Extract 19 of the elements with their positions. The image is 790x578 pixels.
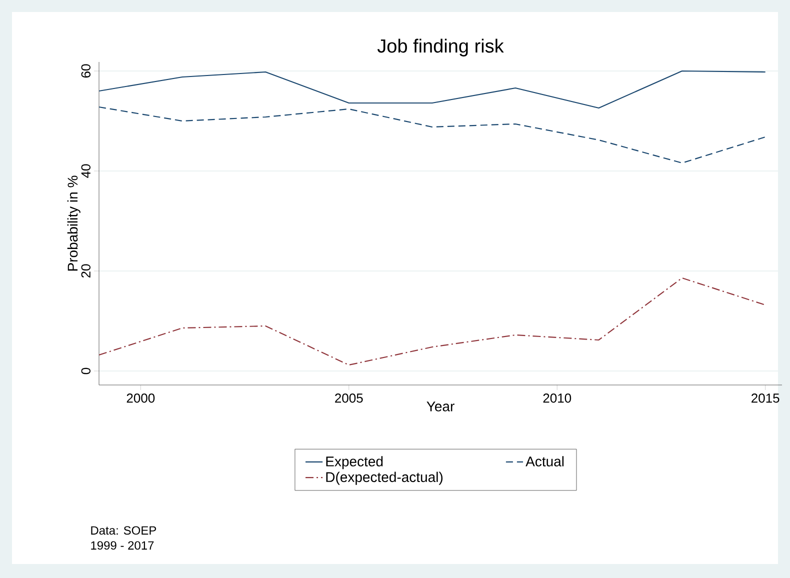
x-axis-title: Year [426,402,454,412]
y-axis-title: Probability in % [67,176,80,271]
legend-label: Actual [526,456,564,466]
legend-label: D(expected-actual) [326,472,443,485]
line-series [99,70,766,109]
line-series [99,277,766,366]
y-tick-label: 0 [81,368,90,374]
line-series [99,106,766,164]
y-tick-label: 60 [81,64,90,78]
x-tick-label: 2010 [543,394,572,403]
legend-label: Expected [326,456,383,470]
x-tick-label: 2000 [126,394,155,403]
x-tick-label: 2015 [752,394,780,403]
x-tick-label: 2005 [335,394,363,403]
text: 1999 - 2017 [91,541,154,550]
y-tick-label: 40 [81,164,90,178]
y-tick-label: 20 [81,264,90,278]
chart-title: Job finding risk [377,38,504,56]
text: Data: SOEP [91,526,156,535]
